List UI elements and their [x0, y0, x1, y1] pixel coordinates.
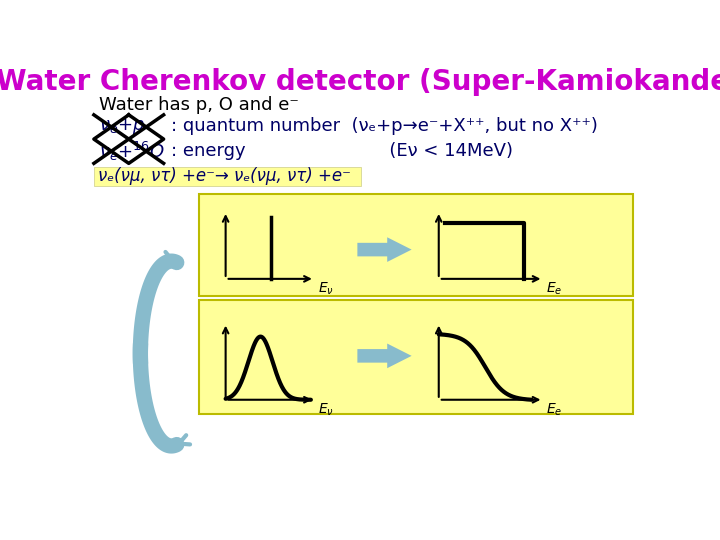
Text: : quantum number  (νₑ+p→e⁻+X⁺⁺, but no X⁺⁺): : quantum number (νₑ+p→e⁻+X⁺⁺, but no X⁺…	[171, 117, 598, 136]
FancyArrow shape	[357, 343, 412, 368]
FancyArrow shape	[357, 237, 412, 262]
Text: : energy                         (Eν < 14MeV): : energy (Eν < 14MeV)	[171, 142, 513, 160]
Bar	[199, 194, 632, 296]
Text: E$_e$: E$_e$	[546, 280, 563, 297]
Bar	[199, 300, 632, 414]
Text: Water Cherenkov detector (Super-Kamiokande): Water Cherenkov detector (Super-Kamiokan…	[0, 68, 720, 96]
Text: E$_\nu$: E$_\nu$	[318, 401, 334, 418]
Text: Water has p, O and e⁻: Water has p, O and e⁻	[99, 96, 300, 114]
Bar	[94, 167, 361, 186]
Text: $\nu_e$+p: $\nu_e$+p	[99, 117, 145, 136]
Text: E$_e$: E$_e$	[546, 401, 563, 418]
Text: νₑ(νμ, ντ) +e⁻→ νₑ(νμ, ντ) +e⁻: νₑ(νμ, ντ) +e⁻→ νₑ(νμ, ντ) +e⁻	[98, 167, 351, 185]
Text: $\nu_e$+$^{16}$O: $\nu_e$+$^{16}$O	[99, 139, 165, 163]
Text: E$_\nu$: E$_\nu$	[318, 280, 334, 297]
